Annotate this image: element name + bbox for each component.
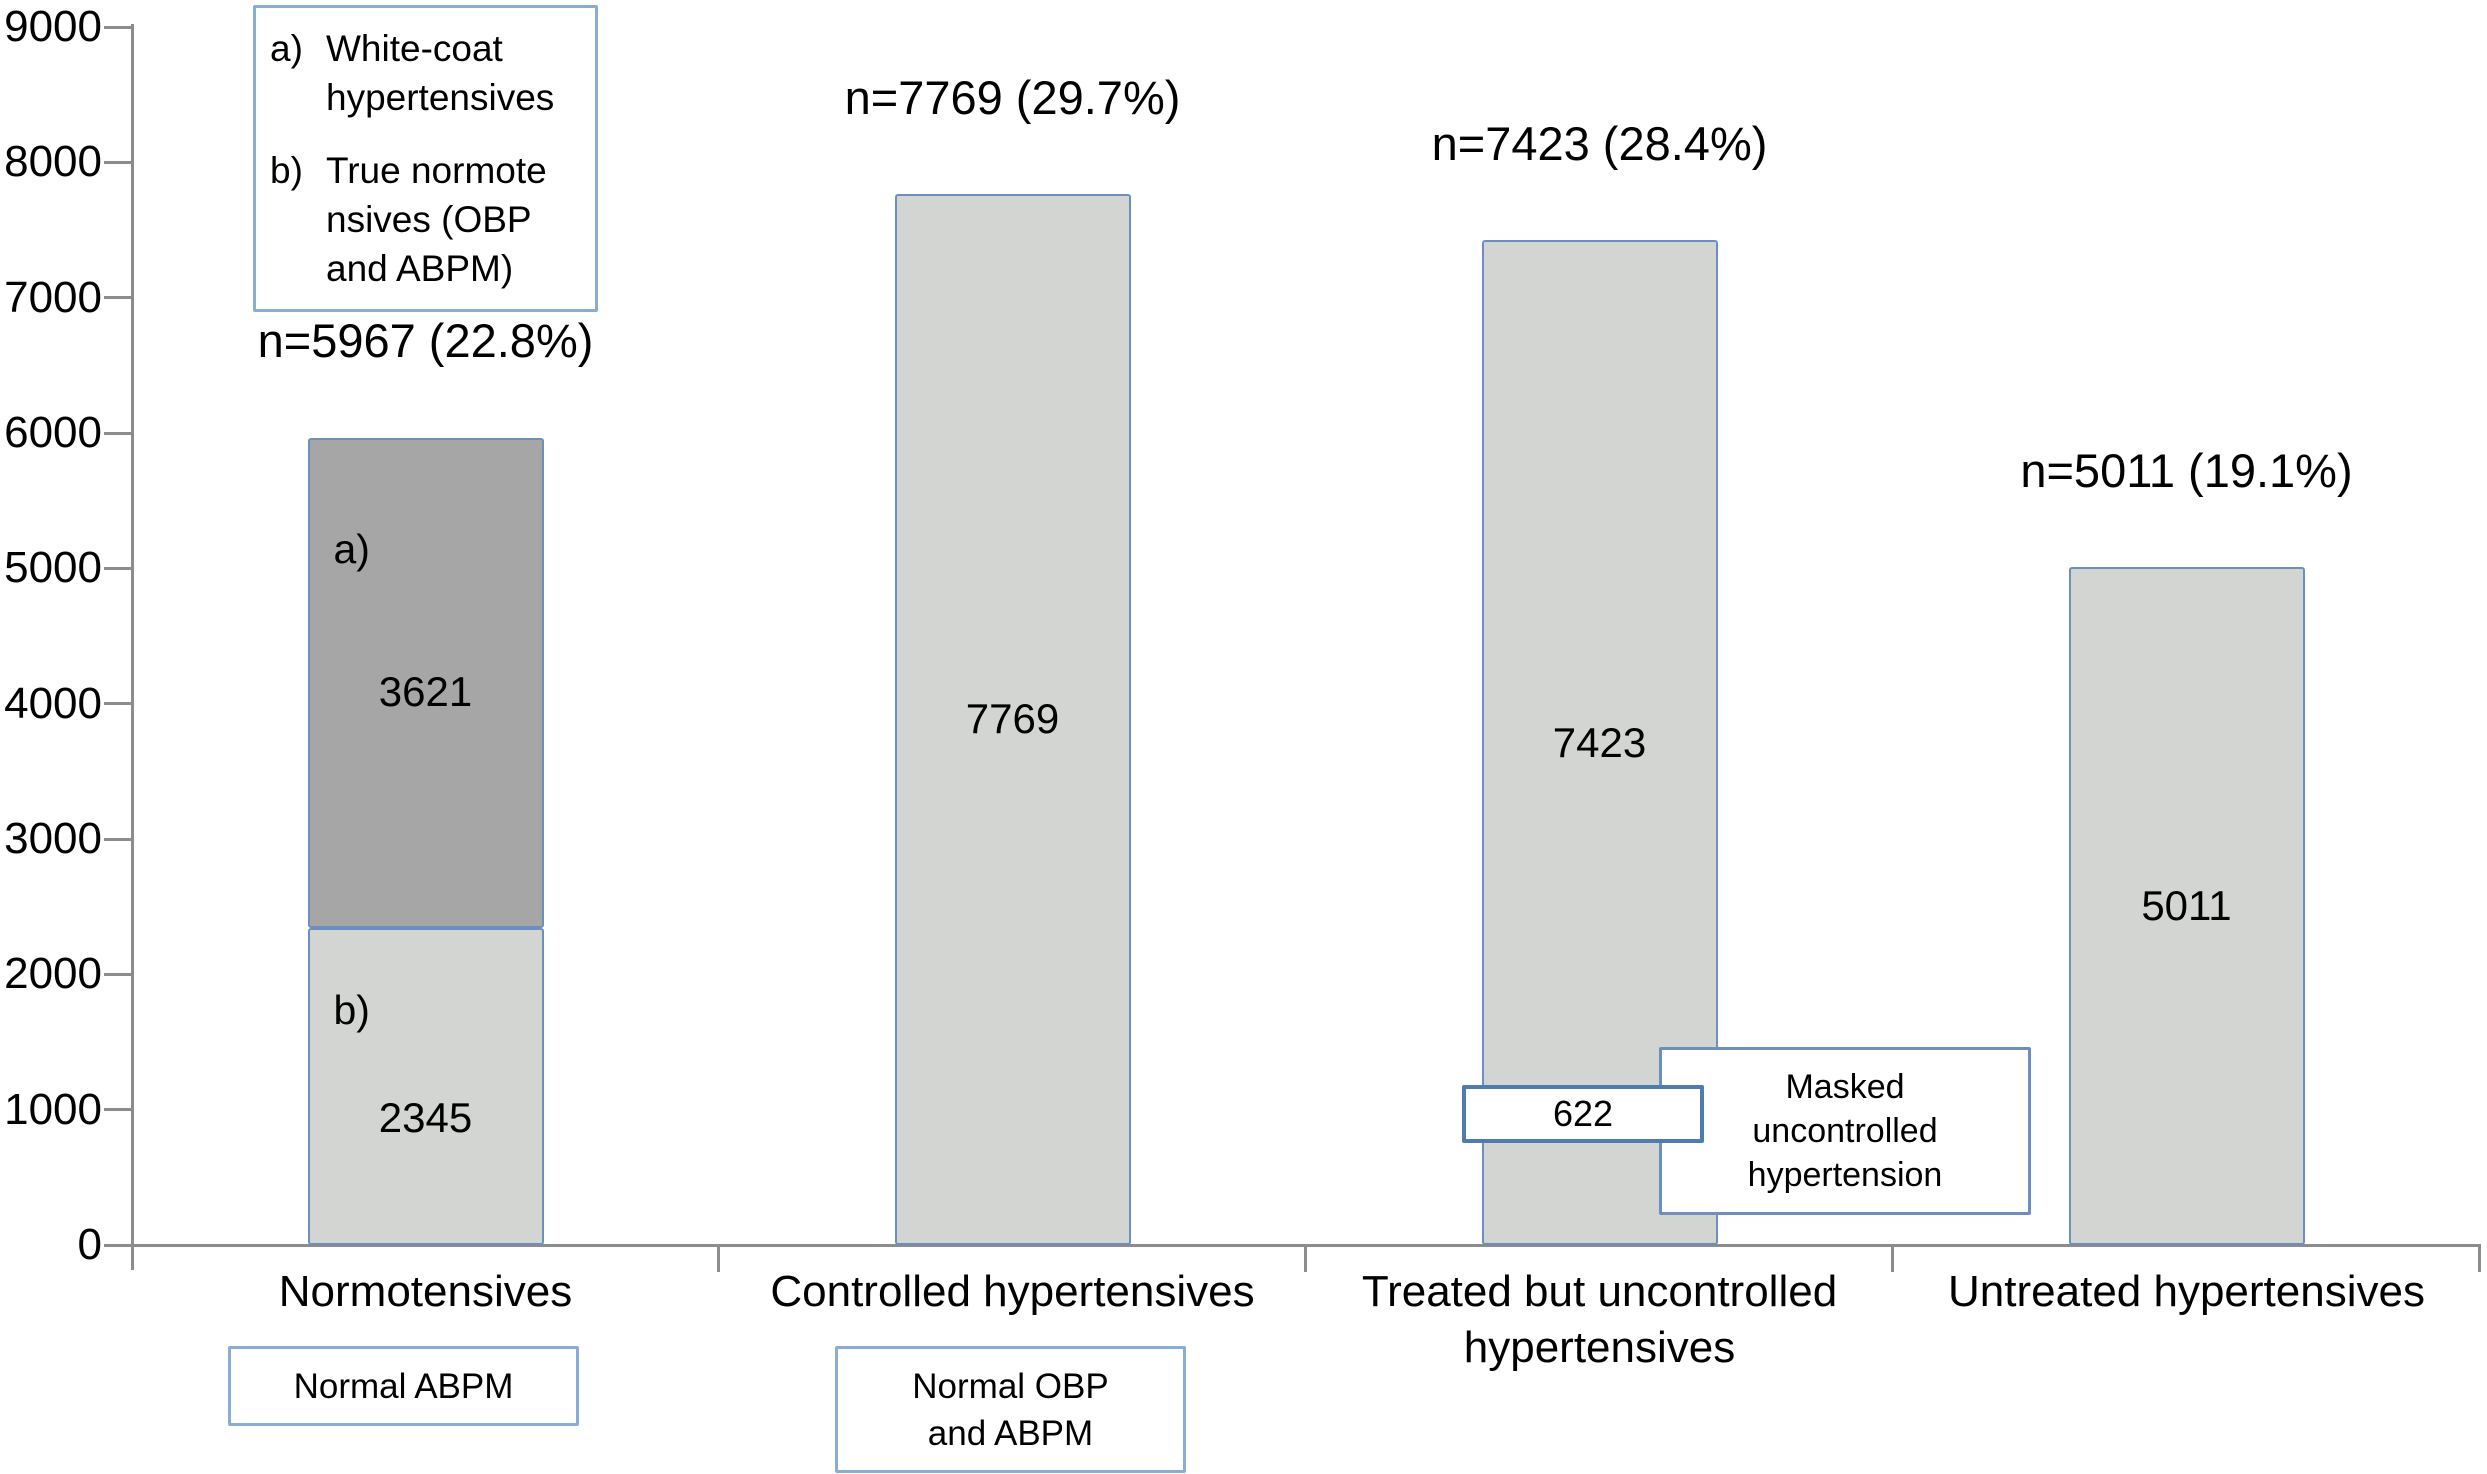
masked-value-label: 622 xyxy=(1552,1093,1614,1134)
y-tick-label: 8000 xyxy=(4,137,102,187)
y-tick xyxy=(104,25,132,29)
bar-segment xyxy=(307,437,544,928)
y-tick xyxy=(104,972,132,976)
bar-segment xyxy=(2068,566,2305,1245)
footnote-normal-obp-abpm-box: Normal OBP and ABPM xyxy=(835,1346,1186,1473)
y-tick xyxy=(104,296,132,300)
bar-value-label: 3621 xyxy=(378,668,473,716)
y-tick-label: 1000 xyxy=(4,1084,102,1134)
bar-annotation: n=5011 (19.1%) xyxy=(2020,443,2353,497)
y-tick-label: 5000 xyxy=(4,543,102,593)
legend-items: a) White-coat hypertensives b) True normote… xyxy=(270,24,585,293)
y-tick-label: 4000 xyxy=(4,678,102,728)
footnote-normal-obp-abpm-label: Normal OBP and ABPM xyxy=(912,1366,1109,1453)
masked-value-box: 622 xyxy=(1462,1085,1704,1143)
y-tick-label: 9000 xyxy=(4,2,102,51)
y-tick xyxy=(104,702,132,706)
legend-item-label: White-coat hypertensives xyxy=(326,28,555,118)
x-tick xyxy=(717,1244,720,1272)
bar-annotation: n=7423 (28.4%) xyxy=(1431,117,1768,171)
y-tick-label: 3000 xyxy=(4,814,102,863)
y-tick xyxy=(104,837,132,841)
bar-segment-marker: a) xyxy=(333,525,370,572)
bar-value-label: 2345 xyxy=(378,1094,473,1142)
x-tick xyxy=(1891,1244,1894,1272)
masked-hypertension-callout-box: Masked uncontrolled hypertension xyxy=(1659,1047,2031,1215)
bar-annotation: n=5967 (22.8%) xyxy=(257,314,594,368)
y-tick xyxy=(104,431,132,435)
y-axis-line xyxy=(131,24,134,1270)
category-label: Controlled hypertensives xyxy=(770,1267,1255,1316)
bar-value-label: 5011 xyxy=(2141,881,2232,929)
legend-item-label: True normote nsives (OBP and ABPM) xyxy=(326,150,547,289)
y-tick xyxy=(104,160,132,164)
x-axis-line xyxy=(113,1244,2480,1247)
y-tick xyxy=(104,1108,132,1112)
category-label: Normotensives xyxy=(278,1267,573,1316)
category-label: Untreated hypertensives xyxy=(1948,1267,2425,1316)
category-label: Treated but uncontrolled hypertensives xyxy=(1361,1267,1838,1372)
bar-segment-marker: b) xyxy=(333,986,370,1033)
y-tick-label: 0 xyxy=(77,1220,102,1269)
bar-value-label: 7769 xyxy=(965,695,1060,743)
x-tick xyxy=(2478,1244,2481,1272)
y-tick-label: 6000 xyxy=(4,408,102,457)
x-tick xyxy=(1304,1244,1307,1272)
footnote-normal-abpm-box: Normal ABPM xyxy=(228,1346,579,1426)
y-tick xyxy=(104,566,132,570)
legend-item-marker: b) xyxy=(270,150,303,191)
legend-item: a) White-coat hypertensives xyxy=(270,24,585,122)
legend-item-marker: a) xyxy=(270,28,303,69)
legend-item: b) True normote nsives (OBP and ABPM) xyxy=(270,146,585,293)
bar-value-label: 7423 xyxy=(1552,718,1647,766)
footnote-normal-abpm-label: Normal ABPM xyxy=(293,1366,514,1406)
bar-segment xyxy=(894,193,1131,1245)
masked-hypertension-label: Masked uncontrolled hypertension xyxy=(1747,1068,1943,1194)
bar-annotation: n=7769 (29.7%) xyxy=(844,70,1181,124)
bar-segment xyxy=(307,927,544,1245)
y-tick-label: 7000 xyxy=(4,272,102,322)
y-tick-label: 2000 xyxy=(4,949,102,999)
legend-box: a) White-coat hypertensives b) True normote… xyxy=(253,5,598,312)
